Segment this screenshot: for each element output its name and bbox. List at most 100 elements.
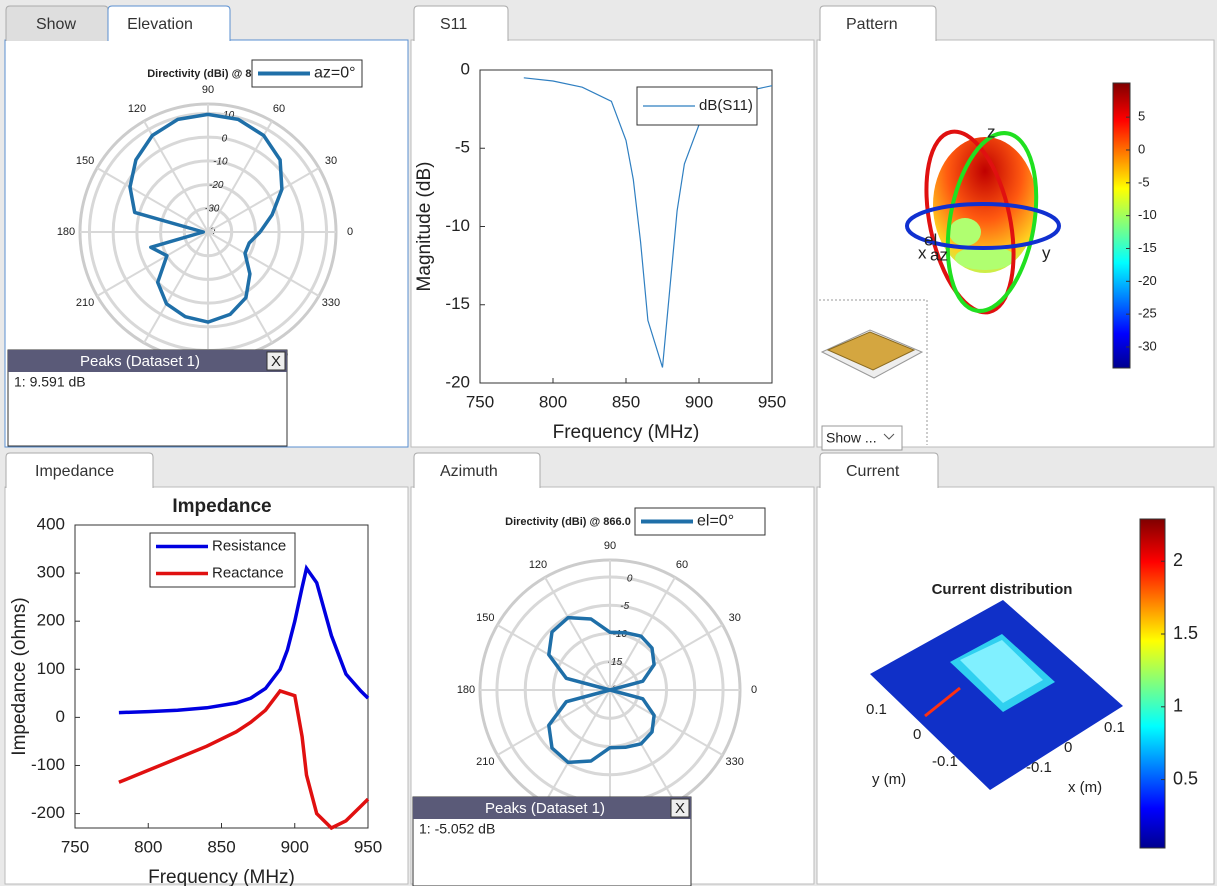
- theta-tick-label: 330: [322, 297, 340, 309]
- chart-title: Directivity (dBi) @ 866.: [147, 68, 267, 80]
- x-tick-label: 900: [281, 837, 309, 856]
- tab-label[interactable]: Elevation: [127, 16, 193, 33]
- axis-label: y: [1042, 243, 1051, 262]
- tab-label[interactable]: Impedance: [35, 463, 114, 480]
- tab-label[interactable]: S11: [440, 16, 467, 33]
- y-tick-label: 100: [37, 659, 65, 678]
- y-tick-label: -10: [445, 216, 470, 235]
- colorbar-tick-label: 0: [1138, 141, 1145, 156]
- y-tick-label: 300: [37, 563, 65, 582]
- theta-tick-label: 120: [529, 559, 547, 571]
- colorbar-tick-label: -10: [1138, 207, 1157, 222]
- peaks-window: Peaks (Dataset 1) X 1: 9.591 dB: [8, 350, 287, 446]
- plot-title: Current distribution: [932, 581, 1073, 598]
- theta-tick-label: 60: [273, 103, 285, 115]
- x-axis-label: Frequency (MHz): [553, 422, 700, 443]
- axis-label: y (m): [872, 771, 906, 788]
- y-axis-label: Magnitude (dB): [414, 162, 435, 292]
- theta-tick-label: 60: [676, 559, 688, 571]
- window-title: Peaks (Dataset 1): [485, 800, 605, 817]
- pattern-lobe: [949, 218, 981, 246]
- legend-label: el=0°: [697, 513, 734, 530]
- colorbar: [1140, 519, 1165, 848]
- tab-label[interactable]: Current: [846, 463, 900, 480]
- app-window: Show Elevation S11 Pattern Impedance Azi…: [0, 0, 1217, 886]
- theta-tick-label: 120: [128, 103, 146, 115]
- theta-tick-label: 150: [476, 612, 494, 624]
- colorbar-tick-label: 0.5: [1173, 768, 1198, 788]
- tick-label: 0.1: [1104, 719, 1125, 736]
- legend-label: dB(S11): [699, 97, 753, 114]
- x-tick-label: 850: [612, 392, 640, 411]
- theta-tick-label: 90: [604, 540, 616, 552]
- x-tick-label: 750: [466, 392, 494, 411]
- colorbar-tick-label: -5: [1138, 174, 1150, 189]
- r-tick-label: -10: [613, 629, 628, 640]
- x-tick-label: 800: [539, 392, 567, 411]
- theta-tick-label: 150: [76, 155, 94, 167]
- legend-label: Reactance: [212, 564, 284, 581]
- x-axis-label: Frequency (MHz): [148, 867, 295, 886]
- x-tick-label: 750: [61, 837, 89, 856]
- legend-label: az=0°: [314, 65, 356, 82]
- legend-label: Resistance: [212, 537, 286, 554]
- peak-entry: 1: -5.052 dB: [419, 821, 495, 837]
- tab-label[interactable]: Show: [36, 16, 76, 33]
- colorbar-tick-label: 1.5: [1173, 623, 1198, 643]
- theta-tick-label: 330: [726, 756, 744, 768]
- y-tick-label: 0: [56, 707, 65, 726]
- y-tick-label: -20: [445, 372, 470, 391]
- r-tick-label: -20: [209, 180, 224, 191]
- window-title: Peaks (Dataset 1): [80, 353, 200, 370]
- r-tick-label: -5: [620, 601, 629, 612]
- axis-label: z: [987, 122, 996, 141]
- y-tick-label: -200: [31, 803, 65, 822]
- theta-tick-label: 30: [729, 612, 741, 624]
- y-tick-label: 200: [37, 611, 65, 630]
- theta-tick-label: 210: [76, 297, 94, 309]
- tick-label: 0.1: [866, 701, 887, 718]
- tick-label: 0: [1064, 739, 1072, 756]
- close-label[interactable]: X: [271, 353, 281, 370]
- y-tick-label: 400: [37, 514, 65, 533]
- dropdown-label[interactable]: Show ...: [826, 430, 877, 446]
- colorbar-tick-label: 5: [1138, 109, 1145, 124]
- theta-tick-label: 180: [57, 226, 75, 238]
- colorbar: [1113, 83, 1130, 368]
- theta-tick-label: 90: [202, 84, 214, 96]
- axis-label: x (m): [1068, 779, 1102, 796]
- chart-title: Impedance: [172, 496, 271, 517]
- theta-tick-label: 180: [457, 684, 475, 696]
- y-tick-label: 0: [461, 59, 470, 78]
- x-tick-label: 950: [758, 392, 786, 411]
- tick-label: -0.1: [1026, 759, 1052, 776]
- r-tick-label: -10: [213, 157, 228, 168]
- peaks-window: Peaks (Dataset 1) X 1: -5.052 dB: [413, 797, 691, 886]
- colorbar-tick-label: -30: [1138, 338, 1157, 353]
- theta-tick-label: 0: [347, 226, 353, 238]
- colorbar-tick-label: -25: [1138, 306, 1157, 321]
- peak-entry: 1: 9.591 dB: [14, 374, 86, 390]
- y-axis-label: Impedance (ohms): [9, 597, 30, 755]
- r-tick-label: 0: [222, 133, 228, 144]
- tab-label[interactable]: Azimuth: [440, 463, 498, 480]
- colorbar-tick-label: -20: [1138, 273, 1157, 288]
- y-tick-label: -15: [445, 294, 470, 313]
- tab-label[interactable]: Pattern: [846, 16, 898, 33]
- x-tick-label: 900: [685, 392, 713, 411]
- y-tick-label: -100: [31, 755, 65, 774]
- tick-label: 0: [913, 726, 921, 743]
- axis-label: el: [924, 230, 937, 249]
- x-tick-label: 800: [134, 837, 162, 856]
- r-tick-label: 0: [627, 573, 633, 584]
- theta-tick-label: 30: [325, 155, 337, 167]
- theta-tick-label: 0: [751, 684, 757, 696]
- colorbar-tick-label: 1: [1173, 696, 1183, 716]
- tick-label: -0.1: [932, 753, 958, 770]
- x-tick-label: 950: [354, 837, 382, 856]
- theta-tick-label: 210: [476, 756, 494, 768]
- y-tick-label: -5: [455, 138, 470, 157]
- x-tick-label: 850: [207, 837, 235, 856]
- close-label[interactable]: X: [675, 800, 685, 817]
- colorbar-tick-label: 2: [1173, 550, 1183, 570]
